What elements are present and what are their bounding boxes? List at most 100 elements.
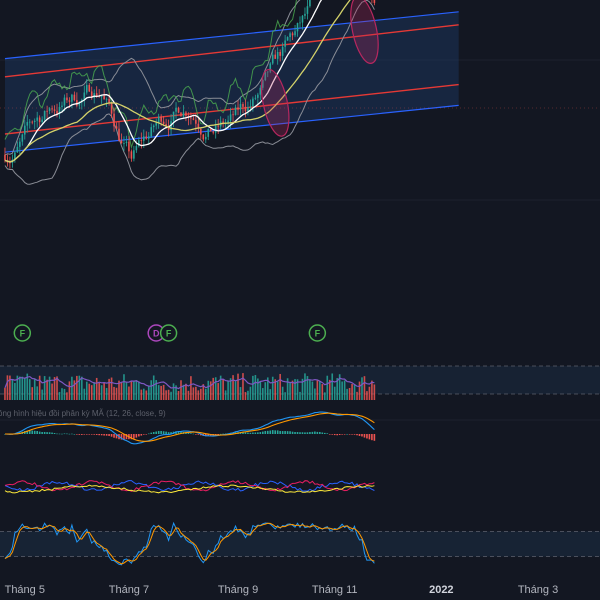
macd-histogram-bar (301, 432, 304, 434)
candle-body (286, 37, 289, 41)
candle-body (202, 134, 205, 140)
volume-pane[interactable] (0, 365, 600, 400)
macd-histogram-bar (56, 433, 58, 435)
macd-histogram-bar (291, 431, 294, 434)
stochastic-pane[interactable] (0, 521, 600, 566)
macd-histogram-bar (155, 431, 158, 434)
macd-histogram-bar (142, 434, 145, 435)
volume-bar (361, 377, 363, 400)
volume-bar (167, 389, 170, 400)
event-marker-3 (308, 324, 327, 342)
candle-body (125, 141, 128, 144)
candle-body (53, 109, 56, 111)
volume-bar (4, 387, 6, 400)
macd-histogram-bar (279, 430, 281, 434)
macd-histogram-bar (373, 434, 376, 441)
macd-histogram-bar (222, 433, 224, 435)
macd-histogram-bar (33, 430, 36, 434)
volume-bar (26, 373, 29, 400)
macd-histogram-bar (316, 431, 319, 434)
volume-bar (200, 388, 202, 400)
channel-upper (4, 11, 459, 60)
candle-body (68, 100, 71, 102)
macd-histogram-bar (4, 434, 6, 435)
lagging-line (4, 0, 297, 150)
candle-body (23, 125, 26, 135)
candle-body (239, 104, 242, 110)
event-letter-0: F (20, 329, 26, 339)
highlight-ellipse-0 (260, 68, 290, 137)
volume-bar (33, 378, 36, 400)
candle-body (26, 122, 29, 126)
volume-bar (147, 386, 150, 400)
volume-bar (239, 387, 242, 400)
volume-bar (269, 389, 272, 400)
candle-body (373, 0, 376, 3)
candle-body (103, 95, 105, 100)
volume-bar (224, 390, 227, 400)
candle-body (43, 110, 46, 120)
time-tick-label-4: 2022 (429, 584, 453, 596)
candle-body (51, 108, 53, 110)
macd-histogram-bar (351, 434, 353, 435)
stoch-k-line (4, 521, 375, 566)
macd-histogram-bar (103, 434, 105, 436)
volume-average-line (4, 375, 375, 390)
macd-histogram-bar (356, 434, 358, 436)
candle-body (108, 98, 110, 104)
volume-bar (155, 380, 158, 400)
volume-bar (217, 383, 219, 400)
volume-bar (170, 391, 172, 400)
candle-body (165, 123, 167, 126)
candle-body (66, 97, 68, 101)
candle-body (140, 140, 143, 141)
vortex-pane[interactable] (4, 480, 375, 494)
volume-bar (212, 377, 215, 400)
volume-bar (371, 380, 373, 400)
volume-bar (175, 385, 177, 400)
price-pane[interactable] (0, 0, 600, 185)
macd-histogram-bar (115, 434, 118, 439)
volume-bar (190, 376, 192, 400)
candle-body (222, 121, 224, 124)
time-tick-label-1: Tháng 7 (109, 584, 149, 596)
candle-body (120, 140, 123, 144)
volume-bar (53, 377, 56, 400)
stoch-band (0, 531, 600, 557)
candle-body (162, 121, 165, 124)
volume-bar (48, 376, 51, 400)
volume-bar (182, 384, 185, 400)
volume-bar (331, 373, 334, 400)
volume-bar (120, 381, 123, 400)
candle-body (155, 122, 158, 126)
volume-bar (81, 376, 83, 400)
candle-body (133, 150, 135, 159)
candle-body (113, 113, 115, 127)
macd-histogram-bar (200, 434, 202, 436)
macd-histogram-bar (170, 432, 172, 434)
candle-body (274, 54, 277, 59)
candle-body (71, 94, 73, 102)
channel-lower (4, 104, 459, 153)
macd-pane[interactable]: ông hình hiệu đồi phân kỳ MÃ (12, 26, cl… (0, 409, 376, 445)
volume-bar (351, 383, 353, 400)
macd-histogram-bar (252, 432, 254, 434)
candle-body (46, 110, 48, 112)
bollinger-upper (4, 0, 301, 156)
candle-body (105, 98, 108, 100)
macd-signal-line (5, 412, 375, 442)
macd-histogram-bar (207, 434, 210, 436)
volume-bar (229, 378, 232, 400)
macd-histogram-bar (133, 434, 135, 439)
volume-bar (125, 381, 128, 400)
macd-histogram-bar (167, 432, 170, 434)
macd-histogram-bar (323, 432, 326, 434)
volume-bar (356, 391, 358, 400)
candle-body (197, 123, 200, 129)
volume-bar (316, 380, 319, 400)
volume-bar (296, 379, 299, 400)
macd-histogram-bar (61, 433, 63, 435)
candle-body (100, 95, 103, 97)
volume-bar (110, 377, 113, 400)
